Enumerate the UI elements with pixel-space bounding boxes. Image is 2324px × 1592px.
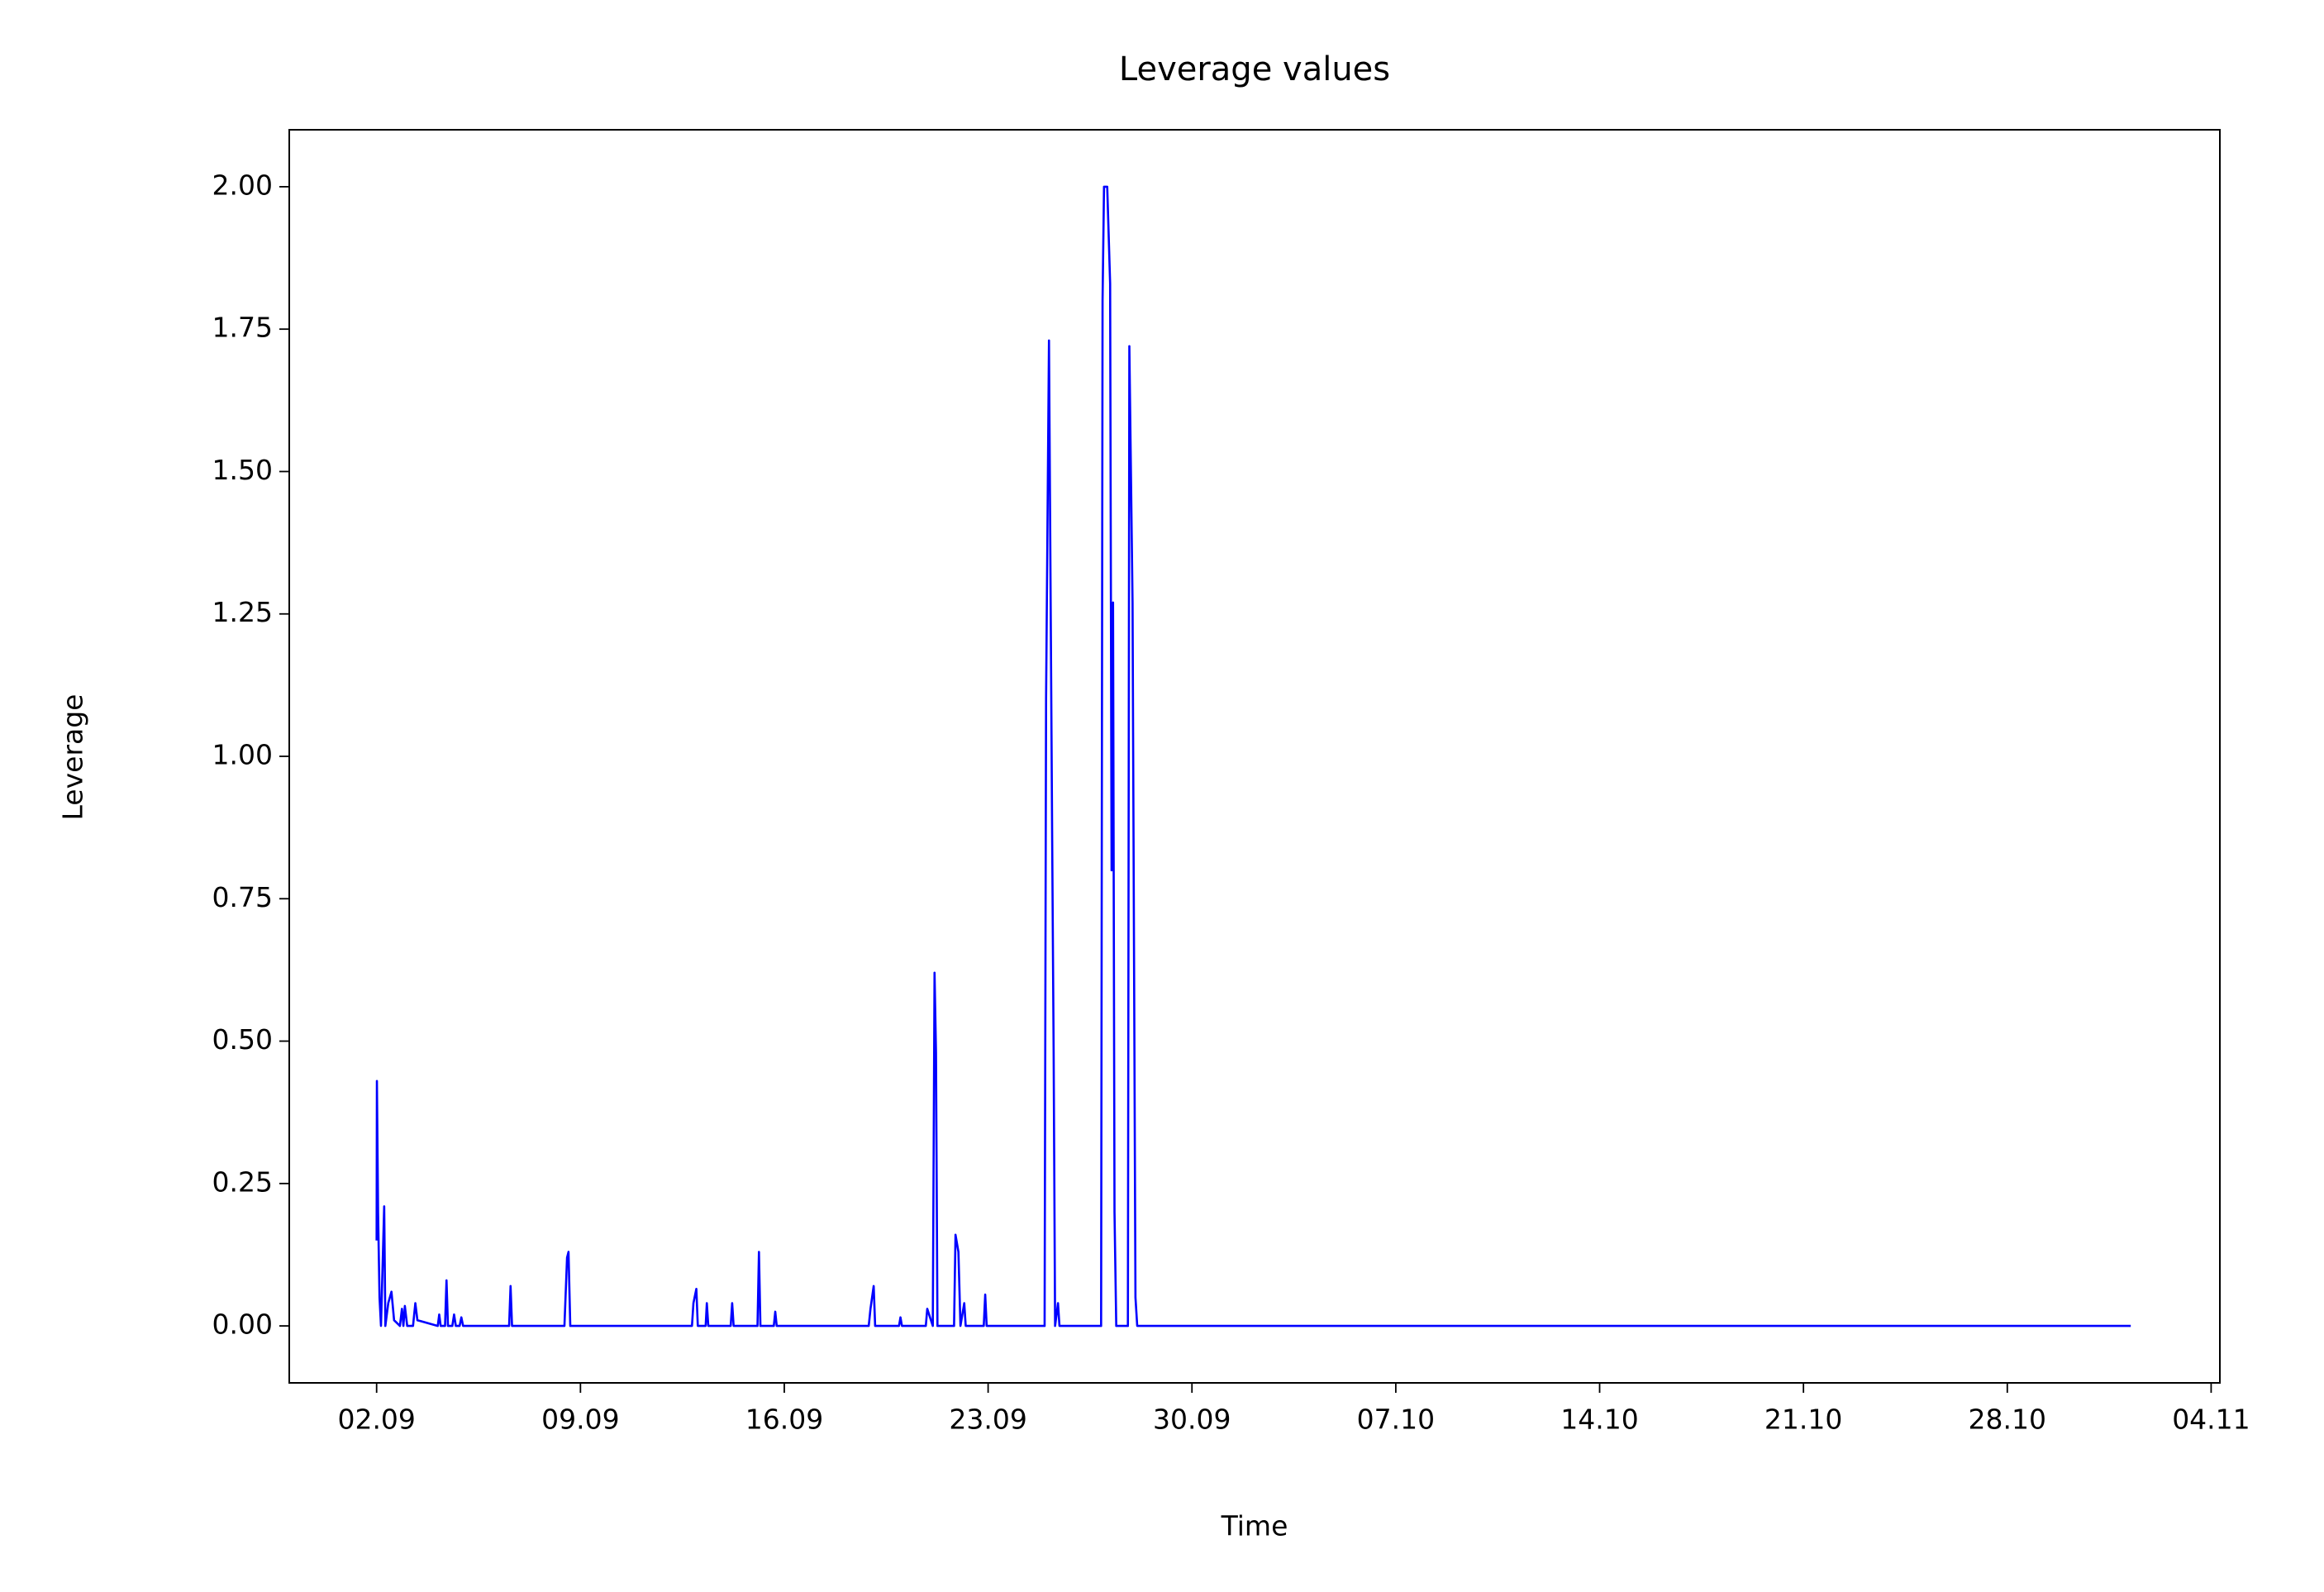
x-tick-label: 02.09 bbox=[337, 1404, 415, 1436]
y-tick-label: 0.00 bbox=[212, 1308, 273, 1341]
x-tick-label: 28.10 bbox=[1969, 1404, 2046, 1436]
y-tick-label: 1.00 bbox=[212, 739, 273, 771]
y-tick-label: 0.50 bbox=[212, 1023, 273, 1056]
data-line bbox=[375, 185, 2131, 1327]
x-tick-label: 04.11 bbox=[2172, 1404, 2250, 1436]
y-tick-label: 1.50 bbox=[212, 454, 273, 486]
y-tick-label: 1.75 bbox=[212, 312, 273, 344]
x-tick-label: 23.09 bbox=[949, 1404, 1026, 1436]
y-axis-label: Leverage bbox=[57, 694, 89, 821]
x-tick-label: 16.09 bbox=[745, 1404, 823, 1436]
chart-title: Leverage values bbox=[1119, 50, 1390, 88]
x-tick-label: 09.09 bbox=[541, 1404, 619, 1436]
x-tick-label: 14.10 bbox=[1560, 1404, 1638, 1436]
y-tick-label: 0.25 bbox=[212, 1165, 273, 1198]
x-tick-label: 30.09 bbox=[1153, 1404, 1231, 1436]
axes-frame bbox=[288, 129, 2221, 1384]
x-axis-label: Time bbox=[1221, 1510, 1288, 1542]
y-tick-label: 1.25 bbox=[212, 596, 273, 628]
y-tick-label: 0.75 bbox=[212, 881, 273, 913]
x-tick-label: 21.10 bbox=[1764, 1404, 1842, 1436]
x-tick-label: 07.10 bbox=[1357, 1404, 1435, 1436]
y-tick-label: 2.00 bbox=[212, 169, 273, 201]
